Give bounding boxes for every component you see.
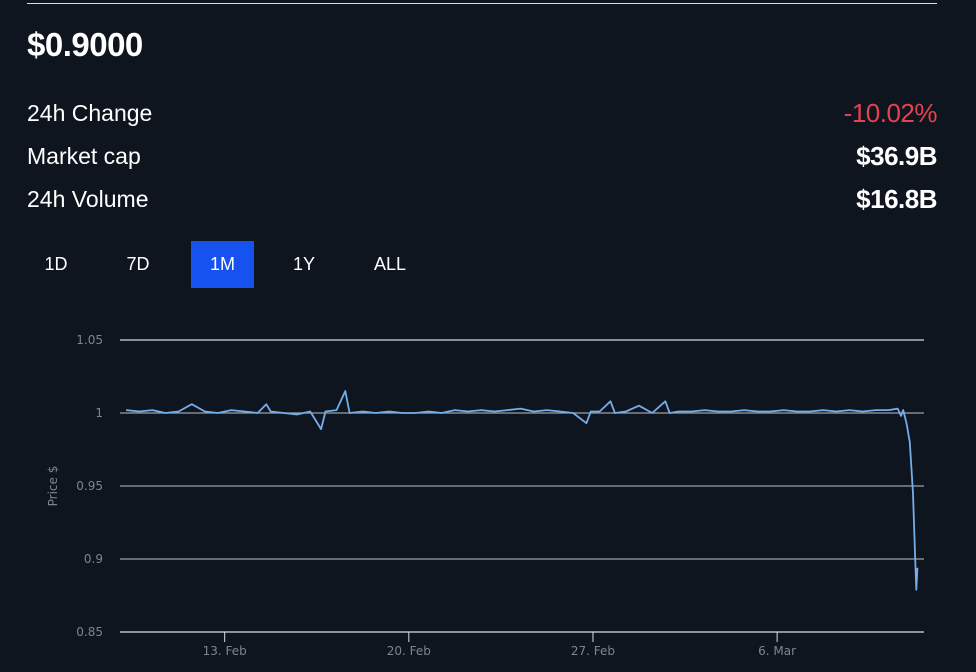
tab-1y[interactable]: 1Y <box>292 254 316 274</box>
x-tick-label: 20. Feb <box>387 644 431 658</box>
current-price: $0.9000 <box>27 26 143 63</box>
top-divider <box>27 3 937 4</box>
y-tick-label: 1.05 <box>76 333 103 347</box>
stat-label: Market cap <box>27 142 141 169</box>
stat-value: $36.9B <box>856 140 937 171</box>
stat-label: 24h Volume <box>27 185 149 212</box>
stat-market-cap: Market cap $36.9B <box>27 141 937 171</box>
stat-24h-volume: 24h Volume $16.8B <box>27 184 937 214</box>
stat-24h-change: 24h Change -10.02% <box>27 97 938 128</box>
price-series-line <box>125 390 919 591</box>
y-tick-label: 0.95 <box>76 479 103 493</box>
stat-value: $16.8B <box>856 183 937 214</box>
stat-value: -10.02% <box>843 97 938 128</box>
y-tick-label: 0.9 <box>84 552 103 566</box>
x-tick-label: 6. Mar <box>758 644 796 658</box>
tab-all[interactable]: ALL <box>373 254 407 274</box>
y-axis-label: Price $ <box>46 466 60 507</box>
y-tick-label: 1 <box>95 406 103 420</box>
x-tick-label: 27. Feb <box>571 644 615 658</box>
tab-7d[interactable]: 7D <box>126 254 150 274</box>
tab-1m[interactable]: 1M <box>191 241 254 288</box>
y-tick-label: 0.85 <box>76 625 103 639</box>
tab-1d[interactable]: 1D <box>44 254 68 274</box>
x-tick-label: 13. Feb <box>203 644 247 658</box>
range-tabs: 1D 7D 1M 1Y ALL <box>27 241 426 288</box>
stat-label: 24h Change <box>27 99 153 126</box>
